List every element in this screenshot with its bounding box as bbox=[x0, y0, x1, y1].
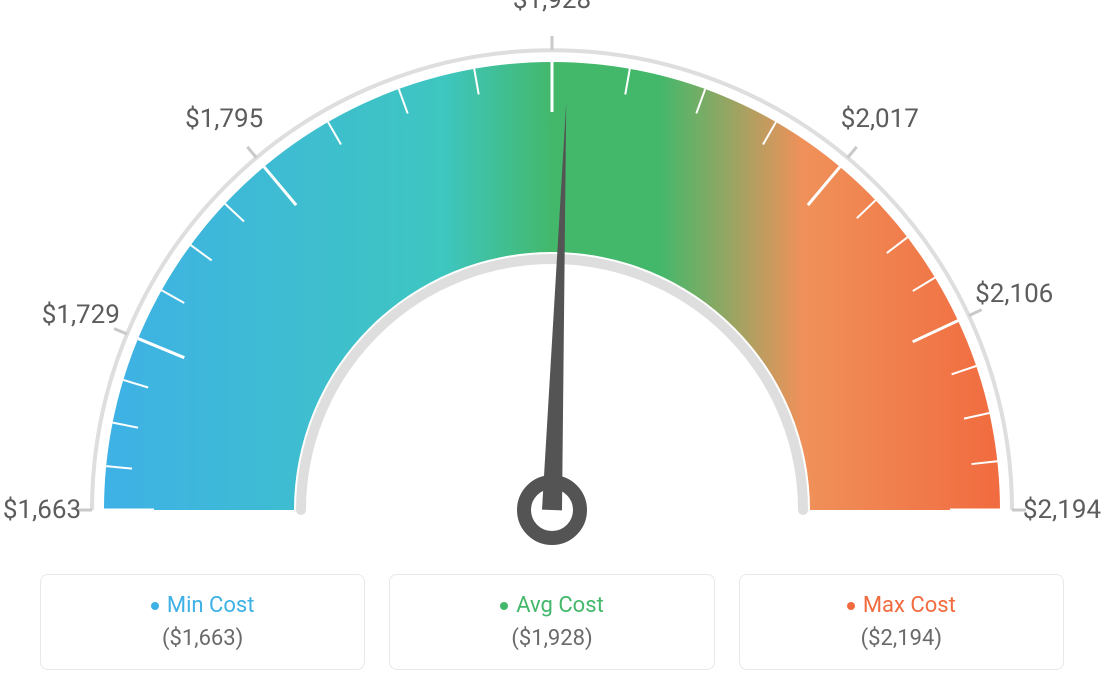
legend-title-avg-text: Avg Cost bbox=[516, 593, 604, 618]
gauge-tick-label: $1,795 bbox=[185, 104, 263, 134]
legend-value-avg: ($1,928) bbox=[410, 626, 693, 651]
legend-title-max: Max Cost bbox=[847, 593, 956, 618]
gauge-tick-label: $2,017 bbox=[841, 104, 919, 134]
gauge-svg bbox=[0, 0, 1104, 560]
gauge-tick-label: $1,729 bbox=[42, 300, 120, 330]
gauge-tick-label: $2,106 bbox=[975, 279, 1053, 309]
gauge-tick-label: $1,663 bbox=[3, 495, 81, 525]
legend-row: Min Cost ($1,663) Avg Cost ($1,928) Max … bbox=[40, 574, 1064, 670]
cost-gauge bbox=[0, 0, 1104, 560]
gauge-tick-label: $2,194 bbox=[1023, 495, 1101, 525]
legend-value-max: ($2,194) bbox=[760, 626, 1043, 651]
legend-title-min-text: Min Cost bbox=[167, 593, 255, 618]
gauge-tick-label: $1,928 bbox=[513, 0, 591, 15]
legend-card-avg: Avg Cost ($1,928) bbox=[389, 574, 714, 670]
legend-title-min: Min Cost bbox=[151, 593, 255, 618]
legend-title-max-text: Max Cost bbox=[863, 593, 956, 618]
legend-card-min: Min Cost ($1,663) bbox=[40, 574, 365, 670]
legend-title-avg: Avg Cost bbox=[500, 593, 604, 618]
legend-card-max: Max Cost ($2,194) bbox=[739, 574, 1064, 670]
legend-value-min: ($1,663) bbox=[61, 626, 344, 651]
